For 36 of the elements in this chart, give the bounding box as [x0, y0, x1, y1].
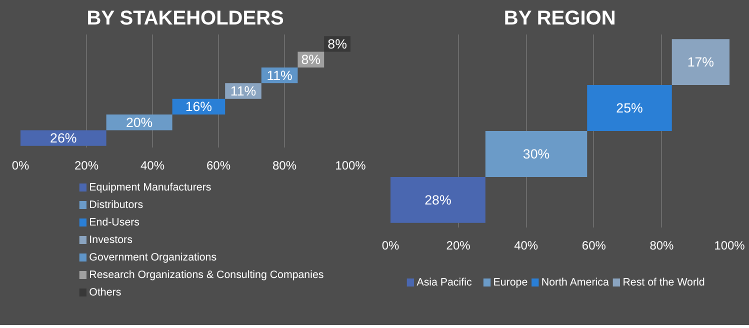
legend-label: Rest of the World	[622, 276, 705, 288]
x-tick-label: 100%	[714, 238, 746, 252]
data-label: 26%	[50, 130, 77, 146]
x-tick-label: 80%	[272, 158, 297, 172]
x-tick-label: 40%	[140, 158, 165, 172]
legend-label: Investors	[89, 234, 132, 246]
legend-label: Government Organizations	[89, 252, 217, 264]
legend-label: Equipment Manufacturers	[89, 182, 212, 194]
legend-label: Research Organizations & Consulting Companies	[89, 269, 324, 281]
x-tick-label: 80%	[650, 238, 674, 252]
data-label: 8%	[301, 52, 321, 68]
data-label: 17%	[687, 54, 714, 70]
x-tick-label: 60%	[582, 238, 606, 252]
chart-title: BY STAKEHOLDERS	[86, 8, 284, 30]
data-label: 25%	[616, 100, 643, 116]
legend-label: End-Users	[89, 216, 140, 228]
legend-label: Others	[89, 286, 122, 298]
x-tick-label: 60%	[206, 158, 231, 172]
data-label: 11%	[266, 68, 293, 83]
legend-label: Europe	[493, 276, 528, 288]
data-label: 20%	[126, 114, 153, 130]
legend-label: Distributors	[89, 199, 144, 211]
legend-label: Asia Pacific	[416, 276, 472, 288]
x-tick-label: 0%	[12, 158, 30, 172]
x-tick-label: 20%	[74, 158, 99, 172]
data-label: 30%	[522, 146, 550, 162]
data-label: 11%	[230, 84, 256, 98]
x-tick-label: 20%	[446, 238, 471, 252]
data-label: 16%	[185, 99, 212, 114]
chart-title: BY REGION	[504, 8, 616, 30]
legend-label: North America	[541, 276, 609, 288]
x-tick-label: 100%	[335, 158, 366, 172]
x-tick-label: 40%	[514, 238, 538, 252]
data-label: 8%	[328, 36, 348, 52]
data-label: 28%	[424, 192, 452, 208]
x-tick-label: 0%	[382, 238, 400, 252]
